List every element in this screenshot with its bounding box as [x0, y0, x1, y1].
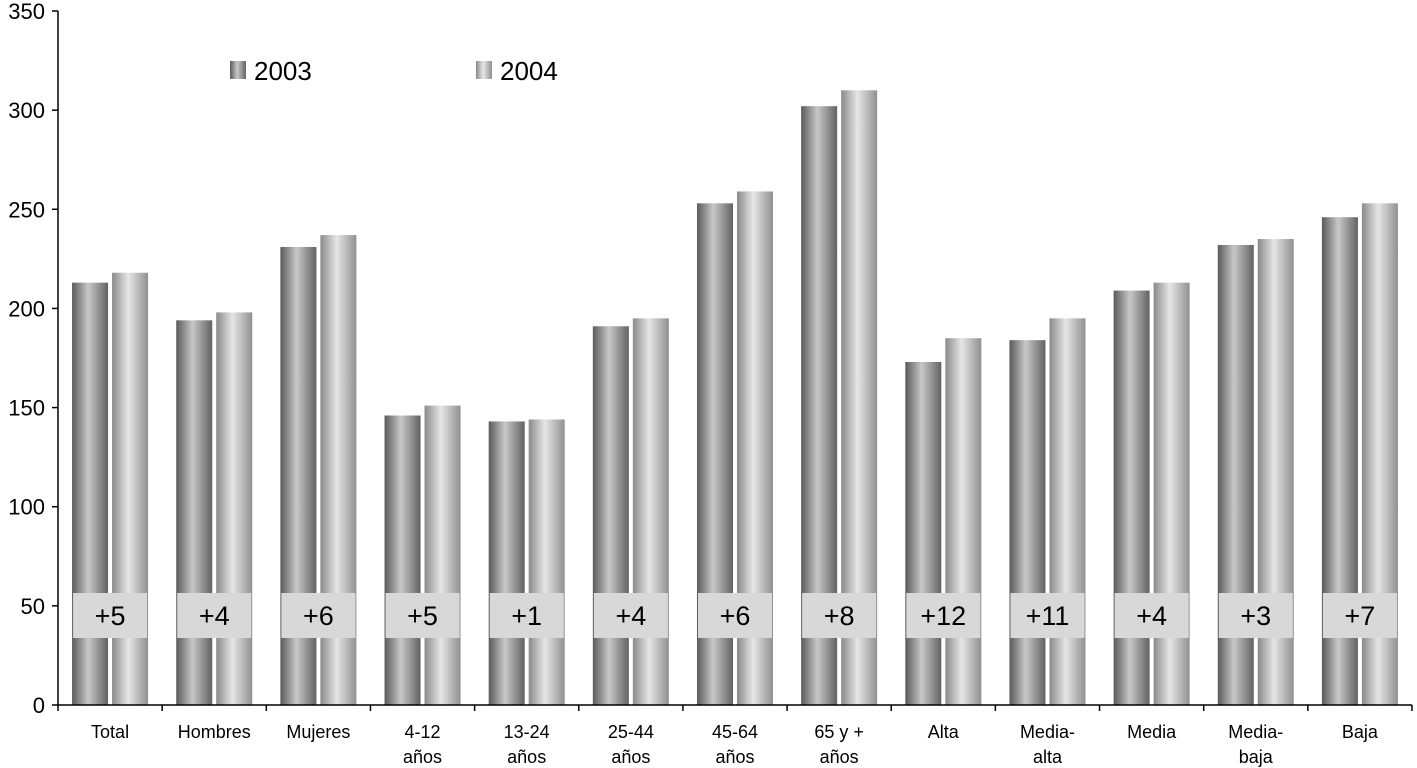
change-badge: [1010, 593, 1085, 638]
y-tick-label: 50: [21, 594, 45, 619]
legend-label-2003: 2003: [254, 56, 312, 86]
change-badge: [593, 593, 668, 638]
x-tick-label: 25-44: [608, 722, 654, 742]
bar-2004-10: [1153, 282, 1190, 705]
change-badge: [1114, 593, 1189, 638]
change-badge: [802, 593, 877, 638]
badges-layer: +5 +4 +6 +5 +1 +4 +6 +8 +12 +11 +4 +3 +7: [73, 593, 1397, 638]
bar-2003-1: [176, 320, 213, 705]
change-badge: [73, 593, 148, 638]
change-badge-label: +6: [303, 601, 334, 631]
x-tick-label: 65 y +: [814, 722, 864, 742]
x-tick-label: 45-64: [712, 722, 758, 742]
bar-2004-8: [945, 338, 982, 705]
change-badge: [906, 593, 981, 638]
change-badge-label: +6: [720, 601, 751, 631]
bar-2004-9: [1049, 318, 1086, 705]
change-badge: [385, 593, 460, 638]
bar-2004-1: [216, 312, 253, 705]
change-badge-label: +3: [1240, 601, 1271, 631]
change-badge: [489, 593, 564, 638]
x-tick-label: años: [403, 747, 442, 767]
bar-2003-3: [384, 415, 421, 705]
change-badge-label: +5: [407, 601, 438, 631]
y-tick-label: 0: [33, 693, 45, 718]
x-tick-label: años: [715, 747, 754, 767]
legend-swatch-2004: [476, 61, 492, 79]
x-tick-label: Media-: [1020, 722, 1075, 742]
x-tick-label: 4-12: [405, 722, 441, 742]
change-badge-label: +5: [95, 601, 126, 631]
bar-2004-5: [632, 318, 669, 705]
x-tick-label: Media: [1127, 722, 1177, 742]
change-badge-label: +4: [199, 601, 230, 631]
change-badge: [1218, 593, 1293, 638]
legend-swatch-2003: [230, 61, 246, 79]
x-tick-label: años: [507, 747, 546, 767]
bar-2003-0: [72, 282, 109, 705]
change-badge-label: +4: [1136, 601, 1167, 631]
axes-layer: 0 50 100 150 200 250 300 350 Total Hombres Mujeres…: [8, 0, 1413, 767]
bar-2004-4: [528, 419, 565, 705]
x-tick-label: Baja: [1342, 722, 1379, 742]
x-tick-label: Hombres: [178, 722, 251, 742]
y-tick-label: 350: [8, 0, 45, 24]
bar-2003-5: [592, 326, 629, 705]
x-tick-label: Mujeres: [286, 722, 350, 742]
x-tick-label: Media-: [1228, 722, 1283, 742]
y-tick-label: 200: [8, 296, 45, 321]
y-tick-label: 100: [8, 495, 45, 520]
change-badge-label: +11: [1026, 601, 1070, 631]
change-badge-label: +4: [615, 601, 646, 631]
x-tick-label: alta: [1033, 747, 1063, 767]
change-badge: [1322, 593, 1397, 638]
change-badge: [281, 593, 356, 638]
y-tick-label: 150: [8, 396, 45, 421]
x-tick-label: Alta: [928, 722, 960, 742]
change-badge: [698, 593, 772, 638]
bar-2003-9: [1009, 340, 1046, 705]
change-badge-label: +1: [511, 601, 542, 631]
y-tick-label: 300: [8, 98, 45, 123]
bar-2003-4: [488, 421, 525, 705]
bar-2003-8: [905, 361, 942, 705]
x-tick-label: Total: [91, 722, 129, 742]
change-badge-label: +12: [920, 601, 966, 631]
y-tick-label: 250: [8, 197, 45, 222]
legend-label-2004: 2004: [500, 56, 558, 86]
x-tick-label: años: [820, 747, 859, 767]
change-badge-label: +7: [1345, 601, 1376, 631]
bar-2003-10: [1113, 290, 1150, 705]
x-tick-label: baja: [1239, 747, 1274, 767]
legend: 2003 2004: [230, 56, 558, 86]
bar-2004-3: [424, 405, 461, 705]
change-badge: [177, 593, 252, 638]
bar-2004-0: [112, 272, 149, 705]
change-badge-label: +8: [824, 601, 855, 631]
x-tick-label: 13-24: [504, 722, 550, 742]
x-tick-label: años: [611, 747, 650, 767]
